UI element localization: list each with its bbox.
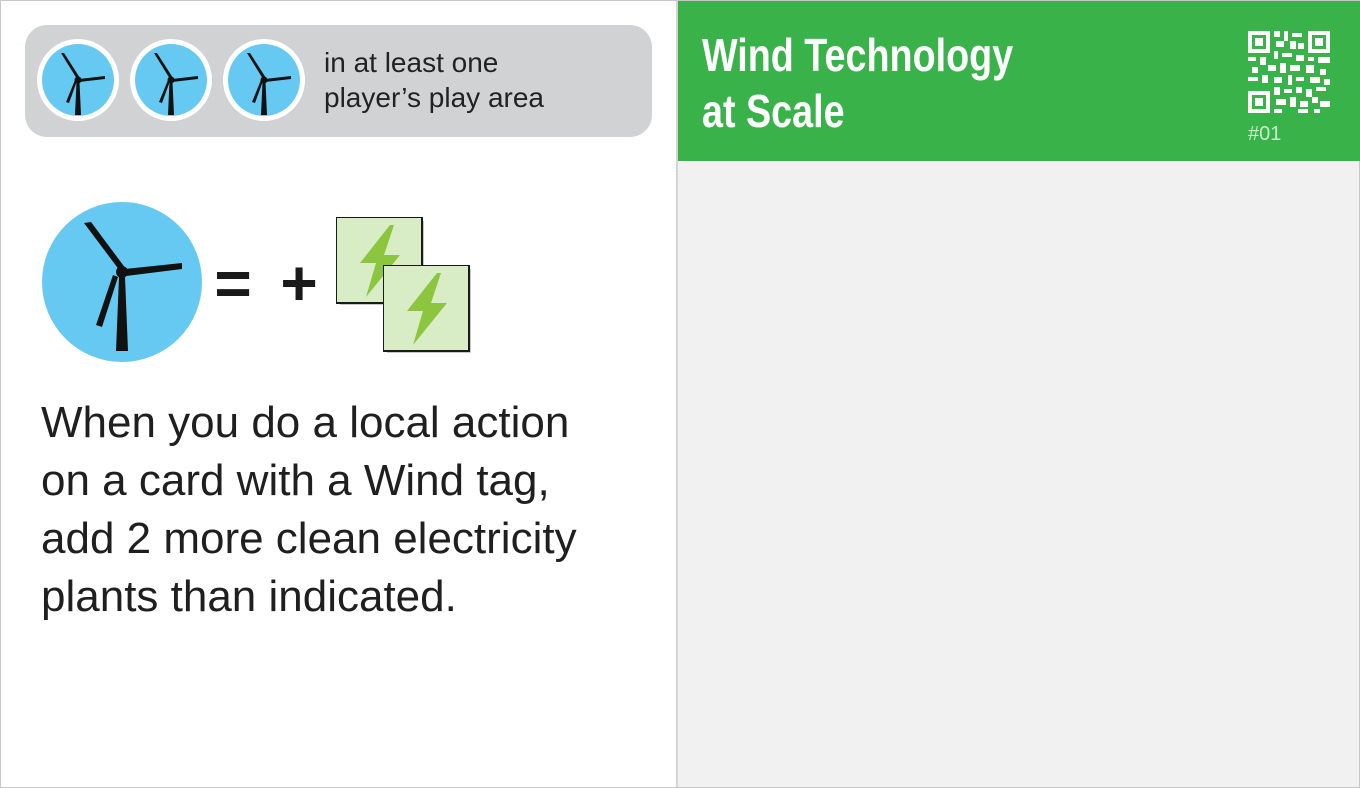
wind-turbine-icon xyxy=(37,39,119,121)
card-title: Wind Technology at Scale xyxy=(702,27,1128,139)
wind-turbine-icon xyxy=(223,39,305,121)
equals-sign: = xyxy=(214,247,252,319)
clean-electricity-card-icon xyxy=(383,265,473,355)
effect-text-line: on a card with a Wind tag, xyxy=(41,456,550,505)
wind-turbine-icon xyxy=(42,202,202,362)
card-header: Wind Technology at Scale xyxy=(678,1,1360,161)
qr-code-icon[interactable] xyxy=(1248,31,1330,113)
card-info-panel: Wind Technology at Scale xyxy=(676,1,1360,787)
effect-text-line: When you do a local action xyxy=(41,398,570,447)
card-effect-panel: in at least one player’s play area = + xyxy=(1,1,676,787)
requirement-text-line: in at least one xyxy=(324,47,499,78)
plus-sign: + xyxy=(280,247,318,319)
effect-text-line: add 2 more clean electricity xyxy=(41,514,577,563)
requirement-box: in at least one player’s play area xyxy=(25,25,652,137)
effect-icons: = + xyxy=(41,201,481,366)
card-title-line: at Scale xyxy=(702,85,845,137)
wind-turbine-icon xyxy=(130,39,212,121)
requirement-text-line: player’s play area xyxy=(324,82,544,113)
card-number: #01 xyxy=(1248,123,1282,145)
effect-text: When you do a local action on a card wit… xyxy=(41,394,641,626)
effect-text-line: plants than indicated. xyxy=(41,572,457,621)
requirement-text: in at least one player’s play area xyxy=(324,45,644,115)
card-title-line: Wind Technology xyxy=(702,29,1014,81)
